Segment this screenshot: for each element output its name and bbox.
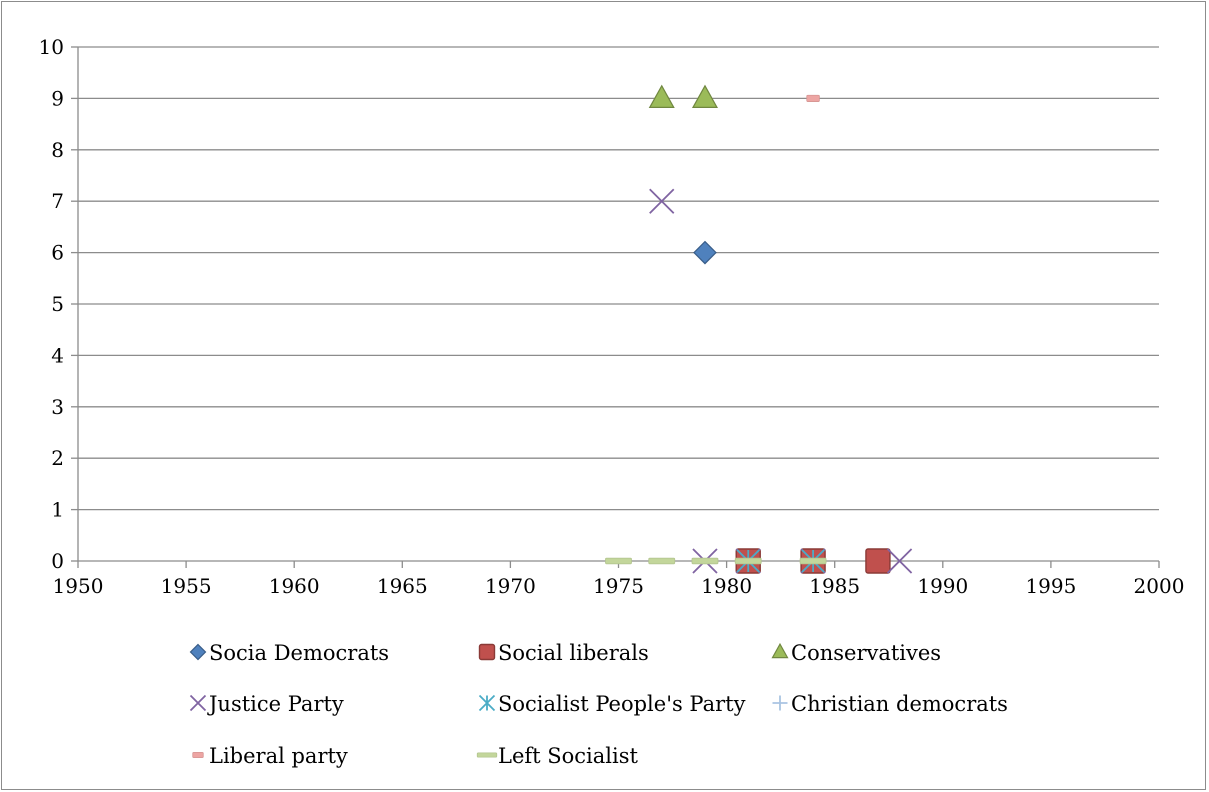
point-conservatives [648, 84, 675, 108]
legend-label-social-liberals: Social liberals [498, 641, 649, 665]
tick-labels: 0 1 2 3 4 5 6 7 8 9 10 1950 1955 1960 1965 1970 1975 1980… [39, 35, 1185, 598]
x-tick-label: 1975 [593, 574, 644, 598]
point-socia-democrats [693, 240, 717, 265]
y-tick-label: 7 [51, 189, 64, 213]
legend-item-social-liberals: Social liberals [478, 641, 649, 665]
legend-label-liberal-party: Liberal party [209, 744, 348, 768]
legend-label-conservatives: Conservatives [791, 641, 941, 665]
y-tick-label: 0 [51, 549, 64, 573]
legend-marker-conservatives [771, 642, 789, 659]
legend-item-left-socialist: Left Socialist [476, 744, 638, 768]
x-tick-label: 2000 [1134, 574, 1185, 598]
legend-label-left-socialist: Left Socialist [498, 744, 638, 768]
legend: Socia Democrats Social liberals Conservati… [189, 641, 1008, 768]
legend-item-liberal-party: Liberal party [192, 744, 348, 768]
point-left-socialist [734, 557, 762, 565]
legend-marker-socialist-people-s-party [478, 694, 496, 712]
legend-marker-left-socialist [476, 752, 498, 758]
legend-item-justice-party: Justice Party [189, 692, 344, 716]
point-social-liberals [865, 548, 891, 574]
grid-lines [78, 46, 1159, 511]
legend-marker-socia-democrats [189, 643, 207, 661]
legend-marker-liberal-party [192, 751, 204, 759]
legend-label-justice-party: Justice Party [207, 692, 344, 716]
y-tick-label: 9 [51, 86, 64, 110]
x-tick-label: 1965 [377, 574, 428, 598]
point-left-socialist [648, 557, 676, 565]
y-tick-label: 6 [51, 241, 64, 265]
point-left-socialist [799, 557, 827, 565]
x-tick-label: 1970 [485, 574, 536, 598]
legend-item-socialist-people-s-party: Socialist People's Party [478, 692, 746, 716]
y-tick-label: 3 [51, 395, 64, 419]
legend-label-socialist-people-s-party: Socialist People's Party [498, 692, 746, 716]
x-tick-label: 1955 [161, 574, 212, 598]
y-tick-label: 4 [51, 343, 64, 367]
x-tick-label: 1995 [1025, 574, 1076, 598]
x-tick-label: 1990 [917, 574, 968, 598]
x-tick-label: 1985 [809, 574, 860, 598]
legend-marker-social-liberals [478, 643, 496, 661]
point-liberal-party [806, 94, 820, 102]
point-justice-party [886, 548, 913, 574]
x-tick-label: 1960 [269, 574, 320, 598]
legend-item-conservatives: Conservatives [771, 641, 941, 665]
point-left-socialist [691, 557, 719, 565]
axes [71, 46, 1160, 568]
y-tick-label: 2 [51, 446, 64, 470]
x-tick-label: 1980 [701, 574, 752, 598]
y-tick-label: 1 [51, 498, 64, 522]
x-tick-label: 1950 [53, 574, 104, 598]
point-left-socialist [605, 557, 632, 565]
point-justice-party [649, 188, 675, 214]
legend-item-socia-democrats: Socia Democrats [189, 641, 389, 665]
legend-label-socia-democrats: Socia Democrats [209, 641, 389, 665]
y-tick-label: 5 [51, 292, 64, 316]
data-points [605, 84, 913, 574]
legend-label-christian-democrats: Christian democrats [791, 692, 1008, 716]
y-tick-label: 10 [39, 35, 64, 59]
legend-item-christian-democrats: Christian democrats [772, 692, 1008, 716]
legend-marker-christian-democrats [772, 695, 788, 711]
y-tick-label: 8 [51, 138, 64, 162]
point-conservatives [691, 84, 718, 108]
legend-marker-justice-party [189, 694, 207, 712]
